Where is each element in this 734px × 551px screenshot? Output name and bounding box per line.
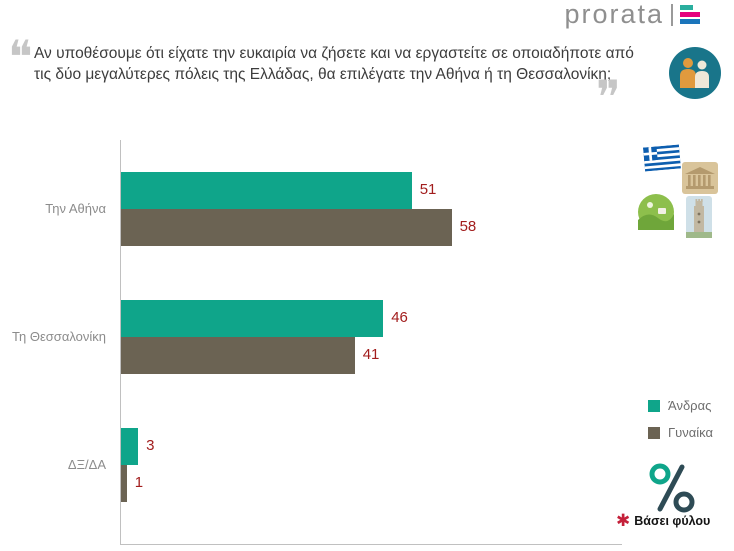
survey-question: Αν υποθέσουμε ότι είχατε την ευκαιρία να… [34, 45, 634, 83]
landscape-icon [638, 194, 674, 230]
asterisk-icon: ✱ [616, 511, 631, 530]
white-tower-icon [686, 196, 712, 238]
category-label: ΔΞ/ΔΑ [67, 457, 106, 472]
footnote: ✱ Βάσει φύλου [616, 512, 710, 529]
greek-flag-icon [643, 144, 681, 172]
logo-text: prorata [564, 0, 664, 29]
acropolis-icon [682, 162, 718, 194]
bar-value-label: 46 [391, 309, 408, 326]
legend-item: Γυναίκα [648, 425, 713, 440]
bar-value-label: 41 [362, 346, 380, 363]
category-labels: Την Αθήνα Τη Θεσσαλονίκη ΔΞ/ΔΑ [0, 0, 112, 551]
legend-swatch [648, 426, 660, 439]
legend-label: Γυναίκα [668, 425, 714, 440]
logo-separator [671, 3, 673, 26]
bar-segment [121, 428, 139, 465]
legend-item: Άνδρας [648, 398, 713, 413]
bar-segment [121, 465, 127, 502]
logo-bar-magenta [680, 12, 700, 17]
category-label: Τη Θεσσαλονίκη [12, 329, 106, 344]
legend-label: Άνδρας [668, 398, 712, 413]
footnote-text: Βάσει φύλου [634, 513, 711, 528]
close-quote-icon: ❞ [596, 71, 621, 123]
legend: Άνδρας Γυναίκα [648, 398, 713, 440]
bar-segment [121, 172, 412, 209]
bar-chart: 51 58 46 41 3 1 [120, 140, 622, 545]
bar-segment [121, 300, 384, 337]
logo-bar-teal [680, 5, 693, 10]
bar-value-label: 1 [134, 474, 144, 491]
city-icons-collage [638, 144, 730, 240]
prorata-logo: prorata [564, 1, 700, 28]
open-quote-icon: ❝ [8, 31, 33, 83]
bar-segment [121, 337, 355, 374]
people-in-circle-icon [668, 46, 722, 100]
logo-bar-blue [680, 19, 700, 24]
bar-segment [121, 209, 452, 246]
category-label: Την Αθήνα [45, 201, 106, 216]
legend-swatch [648, 399, 660, 412]
percent-icon [648, 462, 696, 514]
bar-value-label: 3 [146, 437, 155, 454]
prorata-flag-icon [680, 5, 700, 24]
bar-value-label: 58 [459, 218, 477, 235]
bar-value-label: 51 [419, 181, 437, 198]
